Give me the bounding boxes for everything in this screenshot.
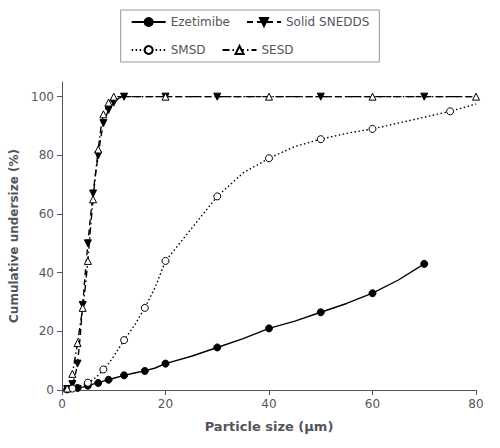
svg-text:20: 20 — [158, 397, 173, 411]
svg-text:SMSD: SMSD — [171, 43, 206, 57]
svg-text:40: 40 — [261, 397, 276, 411]
svg-text:0: 0 — [58, 397, 66, 411]
svg-text:0: 0 — [46, 383, 54, 397]
svg-text:80: 80 — [39, 148, 54, 162]
svg-text:20: 20 — [39, 324, 54, 338]
svg-text:60: 60 — [365, 397, 380, 411]
svg-text:100: 100 — [31, 90, 54, 104]
svg-text:80: 80 — [468, 397, 483, 411]
svg-text:Cumulative undersize (%): Cumulative undersize (%) — [7, 149, 21, 323]
svg-text:Ezetimibe: Ezetimibe — [171, 15, 230, 29]
svg-text:Particle size (μm): Particle size (μm) — [205, 419, 334, 434]
svg-text:60: 60 — [39, 207, 54, 221]
svg-text:SESD: SESD — [261, 43, 293, 57]
svg-text:40: 40 — [39, 266, 54, 280]
svg-text:Solid SNEDDS: Solid SNEDDS — [286, 15, 369, 29]
